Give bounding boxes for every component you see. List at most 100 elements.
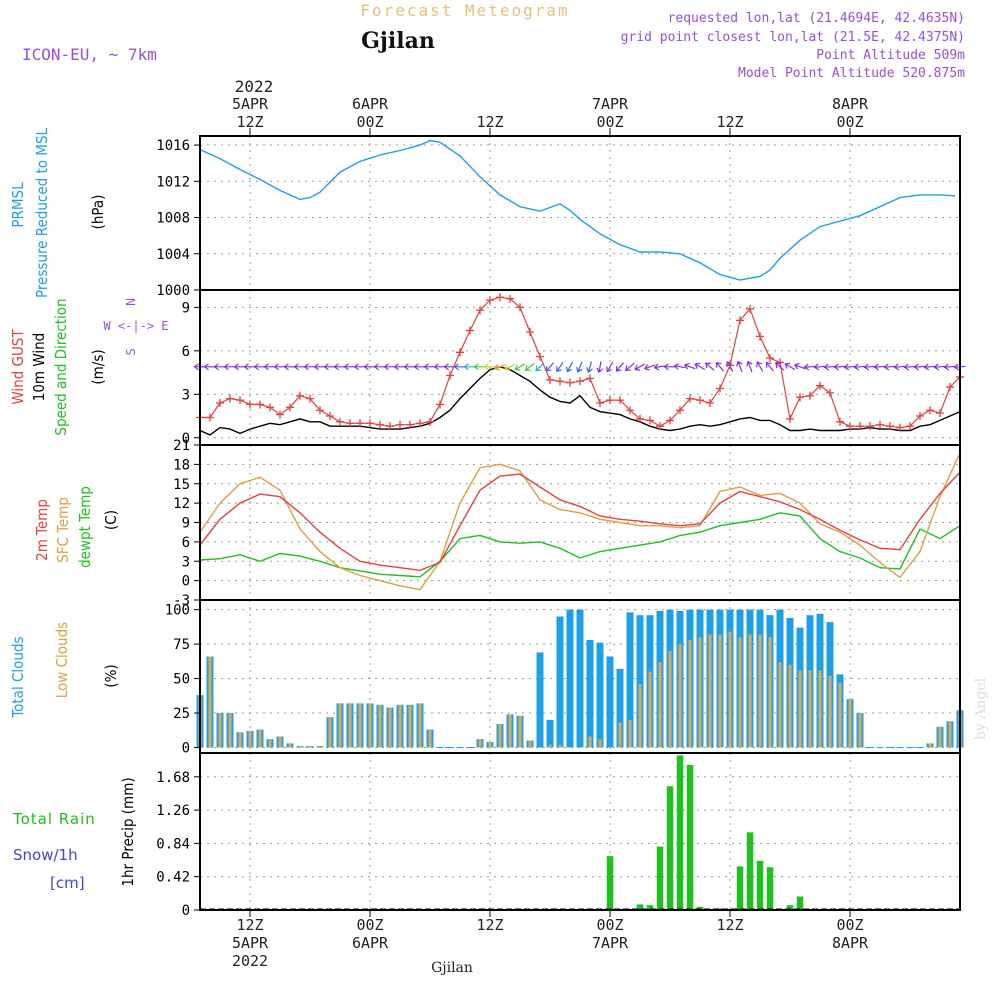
y-tick-label: 0: [182, 740, 190, 756]
wind-direction-arrow: [715, 361, 724, 372]
gust-marker: [746, 304, 754, 313]
gust-marker: [306, 394, 314, 403]
y-tick-label: 1.26: [156, 803, 190, 819]
gust-marker: [926, 406, 934, 415]
rain-bar: [606, 856, 614, 910]
y-tick-label: 9: [182, 300, 190, 316]
gust-marker: [466, 326, 474, 335]
gust-marker: [586, 374, 594, 383]
y-tick-label: 0.84: [156, 836, 190, 852]
location-title: Gjilan: [361, 28, 435, 54]
gust-marker: [506, 294, 514, 303]
low-cloud-bar: [288, 743, 292, 748]
low-cloud-bar: [708, 634, 712, 748]
low-cloud-bar: [268, 739, 272, 748]
low-cloud-bar: [388, 707, 392, 748]
total-cloud-bar: [596, 642, 604, 748]
y-tick-label: 100: [165, 603, 190, 619]
gust-marker: [546, 375, 554, 384]
gust-marker: [576, 377, 584, 386]
y-tick-label: 1016: [156, 138, 190, 154]
dewpoint-line: [199, 512, 961, 578]
wind-label-speed-dir: Speed and Direction: [52, 298, 70, 435]
compass-south: S: [124, 348, 138, 355]
pressure-label-prmsl: PRMSL: [9, 182, 27, 228]
low-cloud-bar: [798, 670, 802, 748]
gust-marker: [896, 423, 904, 432]
wind-direction-arrow: [586, 361, 593, 374]
gust-marker: [346, 419, 354, 428]
wind-direction-arrow: [514, 363, 526, 371]
gust-marker: [616, 396, 624, 405]
total-cloud-bar: [556, 616, 564, 748]
gust-marker: [816, 381, 824, 390]
wind-direction-arrow: [863, 363, 876, 371]
wind-direction-arrow: [736, 360, 743, 373]
wind-label-10m: 10m Wind: [30, 333, 48, 402]
x-top-hour: 12Z: [716, 113, 743, 131]
gust-marker: [326, 412, 334, 421]
wind-direction-arrow: [673, 363, 686, 370]
low-cloud-bar: [658, 662, 662, 748]
wind-direction-arrow: [933, 363, 946, 371]
gust-marker: [836, 417, 844, 426]
gust-marker: [686, 394, 694, 403]
gust-marker: [496, 293, 504, 302]
gust-marker: [216, 398, 224, 407]
gust-marker: [296, 391, 304, 400]
low-cloud-bar: [638, 684, 642, 748]
low-cloud-bar: [948, 721, 952, 748]
gust-marker: [246, 400, 254, 409]
footer-location: Gjilan: [431, 960, 473, 976]
y-tick-label: 3: [182, 387, 190, 403]
low-cloud-bar: [428, 729, 432, 748]
wind-direction-arrow: [913, 363, 926, 371]
low-cloud-bar: [378, 704, 382, 748]
low-cloud-bar: [318, 746, 322, 748]
total-cloud-bar: [576, 609, 584, 748]
gust-marker: [646, 416, 654, 425]
low-cloud-bar: [678, 644, 682, 748]
total-cloud-bar: [626, 612, 634, 748]
total-cloud-bar: [546, 719, 554, 748]
low-cloud-bar: [528, 740, 532, 748]
low-cloud-bar: [588, 736, 592, 748]
precip-unit-label: 1hr Precip (mm): [119, 777, 137, 886]
low-cloud-bar: [298, 746, 302, 748]
wind-direction-arrow: [793, 362, 806, 370]
total-cloud-bar: [536, 652, 544, 748]
wind-direction-arrow: [943, 363, 956, 371]
gust-marker: [266, 403, 274, 412]
low-cloud-bar: [778, 662, 782, 748]
gust-marker: [866, 422, 874, 431]
x-top-hour: 00Z: [836, 113, 863, 131]
low-cloud-bar: [838, 682, 842, 748]
low-cloud-bar: [928, 743, 932, 748]
low-cloud-bar: [738, 637, 742, 748]
x-bottom-hour: 12Z: [716, 916, 743, 934]
precip-label-total-rain: Total Rain: [12, 810, 96, 828]
low-cloud-bar: [248, 730, 252, 748]
wind-direction-arrow: [524, 362, 535, 371]
wind-direction-arrow: [893, 363, 906, 371]
y-tick-label: 6: [182, 344, 190, 360]
x-top-hour: 12Z: [236, 113, 263, 131]
gust-marker: [356, 419, 364, 428]
y-tick-label: 9: [182, 516, 190, 532]
y-tick-label: 0: [182, 574, 190, 590]
credit: by Angel: [973, 677, 989, 740]
pressure-label-desc: Pressure Reduced to MSL: [33, 127, 51, 298]
y-tick-label: 0.42: [156, 870, 190, 886]
compass-west-east: W <-|-> E: [103, 319, 168, 333]
low-cloud-bar: [258, 729, 262, 748]
gust-marker: [596, 398, 604, 407]
gust-marker: [366, 419, 374, 428]
wind-direction-arrow: [883, 363, 896, 371]
gust-marker: [876, 420, 884, 429]
y-tick-label: 0: [182, 903, 190, 919]
low-cloud-bar: [758, 634, 762, 748]
low-cloud-bar: [508, 714, 512, 748]
wind-direction-arrow: [625, 362, 635, 371]
rain-bar: [786, 905, 794, 910]
x-bottom-year: 2022: [232, 952, 268, 970]
